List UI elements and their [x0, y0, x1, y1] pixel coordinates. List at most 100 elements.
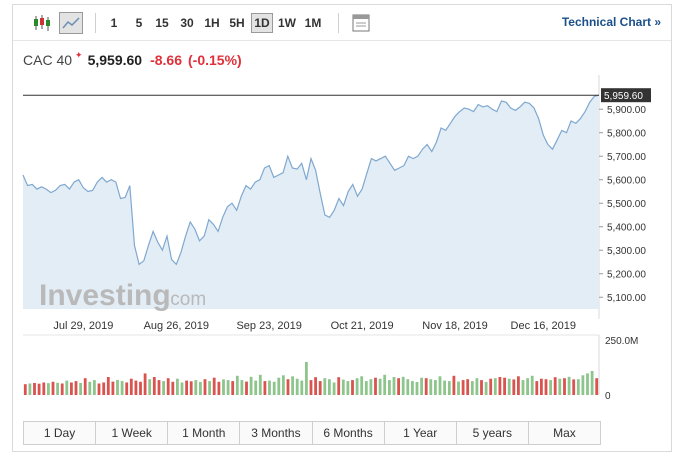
technical-chart-link[interactable]: Technical Chart »: [561, 15, 661, 29]
volume-bar: [143, 373, 147, 395]
volume-bar: [438, 376, 442, 395]
period-1-year[interactable]: 1 Year: [384, 422, 457, 444]
period-selector: 1 Day 1 Week 1 Month 3 Months 6 Months 1…: [23, 421, 601, 445]
volume-bar: [429, 379, 433, 395]
volume-bar: [484, 382, 488, 395]
price-area: [22, 94, 600, 309]
price-tick-label: 5,900.00: [607, 105, 646, 116]
volume-bar: [572, 379, 576, 395]
volume-bar: [590, 371, 594, 395]
volume-bar: [194, 380, 198, 395]
period-5-years[interactable]: 5 years: [456, 422, 529, 444]
volume-bar: [60, 383, 64, 395]
volume-bar: [300, 380, 304, 395]
interval-30[interactable]: 30: [180, 16, 194, 30]
toolbar-divider: [338, 13, 339, 33]
volume-bar: [374, 377, 377, 395]
volume-bar: [517, 376, 520, 395]
period-1-day[interactable]: 1 Day: [24, 422, 97, 444]
volume-bar: [424, 378, 428, 395]
instrument-name: CAC 40: [23, 52, 73, 68]
volume-bar: [199, 382, 202, 395]
interval-5h[interactable]: 5H: [229, 16, 245, 30]
price-tick-label: 5,300.00: [607, 246, 646, 257]
volume-bar: [493, 378, 497, 395]
volume-bar: [217, 381, 221, 395]
volume-bar: [549, 380, 552, 395]
interval-1d[interactable]: 1D: [251, 13, 273, 33]
volume-bar: [576, 379, 580, 395]
interval-1m[interactable]: 1M: [304, 16, 322, 30]
volume-bar: [42, 382, 46, 395]
volume-bar: [93, 380, 96, 395]
volume-bar: [37, 383, 41, 395]
volume-bar: [434, 380, 437, 395]
volume-bar: [512, 379, 516, 395]
volume-bar: [355, 378, 359, 395]
price-tick-label: 5,700.00: [607, 152, 646, 163]
volume-bar: [176, 378, 179, 395]
volume-bar: [586, 373, 589, 395]
interval-1h[interactable]: 1H: [204, 16, 220, 30]
candlestick-icon[interactable]: [31, 12, 53, 34]
volume-bar: [535, 381, 539, 395]
volume-bar: [258, 374, 262, 395]
volume-bar: [328, 379, 331, 395]
volume-bar: [79, 383, 82, 395]
date-tick-label: Oct 21, 2019: [331, 320, 394, 332]
volume-bar: [309, 380, 313, 395]
volume-bar: [134, 380, 138, 395]
volume-bar: [443, 380, 446, 395]
volume-bar: [337, 377, 341, 395]
volume-bar: [70, 382, 73, 395]
period-1-week[interactable]: 1 Week: [96, 422, 169, 444]
volume-bar: [129, 378, 133, 395]
volume-bar: [503, 377, 506, 395]
volume-bar: [139, 381, 142, 395]
chart-settings-icon[interactable]: [350, 12, 372, 34]
volume-bar: [563, 378, 566, 395]
volume-bar: [457, 381, 460, 395]
volume-bar: [595, 378, 599, 395]
line-chart-icon[interactable]: [59, 12, 83, 34]
volume-bar: [180, 382, 184, 395]
volume-bar: [406, 379, 410, 395]
volume-bar: [507, 378, 511, 395]
price-tick-label: 5,600.00: [607, 176, 646, 187]
volume-bar: [540, 378, 543, 395]
period-1-month[interactable]: 1 Month: [168, 422, 241, 444]
volume-bar: [397, 378, 400, 395]
interval-5[interactable]: 5: [135, 16, 143, 30]
volume-bar: [295, 378, 299, 395]
volume-bar: [489, 378, 493, 395]
volume-bar: [166, 378, 170, 395]
volume-bar: [185, 380, 188, 395]
period-6-months[interactable]: 6 Months: [312, 422, 385, 444]
toolbar-divider: [95, 13, 96, 33]
volume-bar: [305, 361, 308, 395]
price-change-percent: (-0.15%): [188, 52, 242, 68]
period-3-months[interactable]: 3 Months: [240, 422, 313, 444]
volume-bar: [383, 374, 387, 395]
interval-15[interactable]: 15: [155, 16, 169, 30]
volume-bar: [111, 381, 115, 395]
volume-bar: [272, 381, 276, 395]
realtime-star-icon: ✦: [75, 50, 83, 60]
volume-bar: [392, 377, 396, 395]
period-max[interactable]: Max: [528, 422, 600, 444]
volume-bar: [378, 378, 382, 395]
volume-bar: [171, 381, 175, 395]
volume-bar: [544, 379, 548, 395]
interval-1w[interactable]: 1W: [278, 16, 296, 30]
volume-bar: [470, 381, 474, 395]
volume-bar: [263, 381, 267, 395]
chart-toolbar: 1 5 15 30 1H 5H 1D 1W 1M Technical Chart…: [13, 5, 671, 41]
interval-1[interactable]: 1: [110, 16, 118, 30]
volume-bar: [102, 382, 106, 395]
price-chart[interactable]: Investing .com 5,100.005,200.005,300.005…: [13, 5, 673, 420]
volume-axis: 250.0M 0: [598, 335, 638, 402]
volume-bar: [28, 383, 32, 395]
volume-bar: [254, 380, 258, 395]
volume-bar: [415, 382, 419, 395]
volume-bar: [152, 377, 156, 395]
